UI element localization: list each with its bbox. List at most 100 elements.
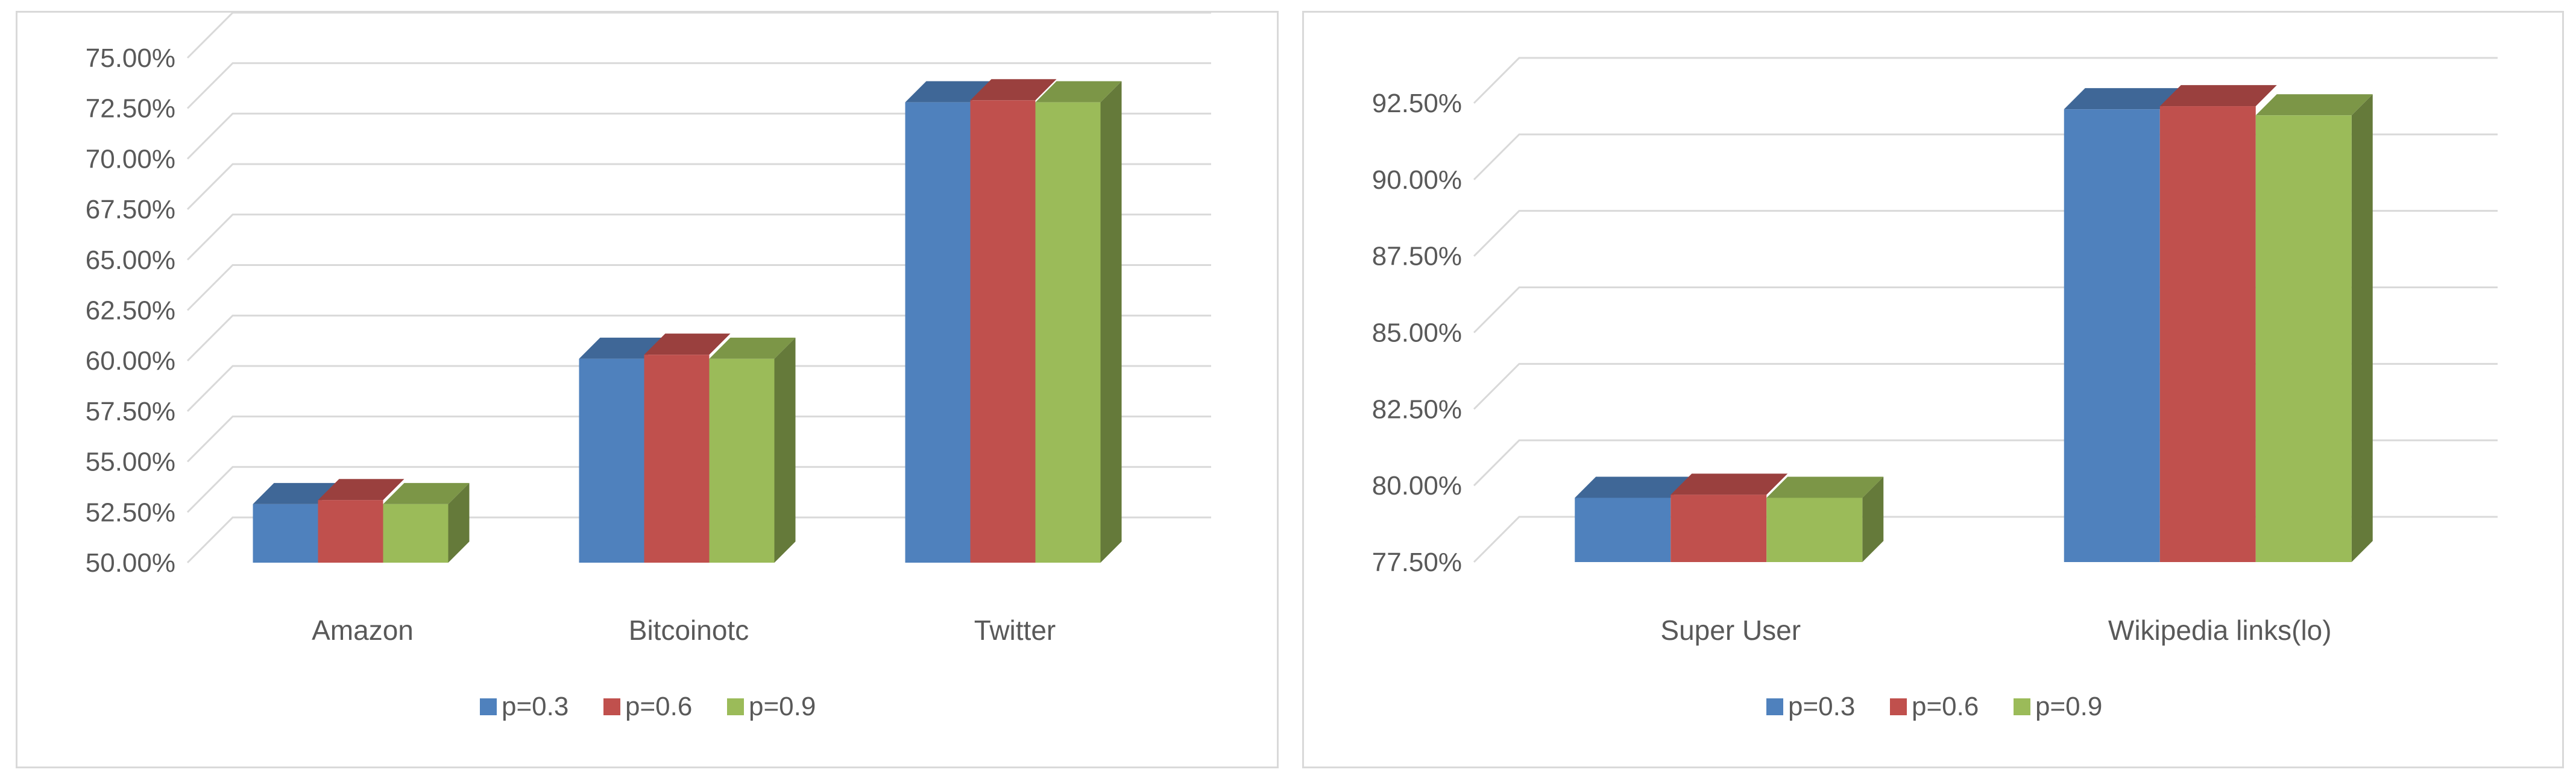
gridline (186, 365, 1211, 412)
gridline (186, 466, 1211, 513)
bar-front (1035, 102, 1101, 563)
bar-p=0.3-Bitcoinotc (579, 337, 666, 563)
category-labels: Amazon Bitcoinotc Twitter (312, 615, 1056, 646)
y-tick-label: 70.00% (86, 144, 175, 174)
gridline (186, 416, 1211, 463)
chart-panel-left: 50.00% 52.50% 55.00% 57.50% 60.00% 62.50% 65.0… (16, 11, 1279, 768)
bar-front (579, 358, 644, 563)
y-tick-label: 57.50% (86, 397, 175, 426)
bar-p=0.6-Amazon (318, 479, 405, 563)
bars (1575, 85, 2373, 562)
gridline (1473, 57, 2498, 104)
bars (253, 79, 1122, 563)
y-tick-label: 60.00% (86, 346, 175, 376)
category-label: Super User (1660, 615, 1801, 646)
bar-p=0.3-Wikipedia links(lo) (2064, 88, 2181, 562)
legend-label: p=0.6 (1912, 692, 1979, 721)
legend-swatch (603, 698, 620, 715)
legend-swatch (1766, 698, 1783, 715)
y-tick-label: 67.50% (86, 195, 175, 224)
legend-swatch (2014, 698, 2030, 715)
legend-label: p=0.9 (2035, 692, 2102, 721)
gridline (186, 314, 1211, 362)
y-tick-labels: 77.50% 80.00% 82.50% 85.00% 87.50% 90.00% 92.5… (1372, 89, 1462, 577)
category-labels: Super User Wikipedia links(lo) (1660, 615, 2331, 646)
bar-p=0.6-Twitter (970, 79, 1057, 563)
legend: p=0.3 p=0.6 p=0.9 (480, 692, 816, 721)
bar-top (318, 479, 405, 501)
y-tick-label: 50.00% (86, 548, 175, 578)
bar-front (2159, 106, 2256, 562)
bar-p=0.3-Amazon (253, 482, 339, 563)
bar-top (2064, 88, 2181, 110)
chart-left-svg: 50.00% 52.50% 55.00% 57.50% 60.00% 62.50% 65.0… (86, 13, 1211, 721)
category-label: Bitcoinotc (629, 615, 749, 646)
chart-panel-right: 77.50% 80.00% 82.50% 85.00% 87.50% 90.00% 92.5… (1302, 11, 2564, 768)
gridlines (186, 13, 1211, 564)
category-label: Amazon (312, 615, 414, 646)
bar-front (1575, 498, 1671, 562)
bar-p=0.9-Twitter (1035, 81, 1122, 563)
y-tick-label: 80.00% (1372, 471, 1462, 501)
bar-front (970, 100, 1036, 563)
y-tick-label: 52.50% (86, 498, 175, 527)
bar-front (318, 500, 383, 563)
bar-top (253, 482, 339, 504)
y-tick-labels: 50.00% 52.50% 55.00% 57.50% 60.00% 62.50% 65.0… (86, 43, 175, 578)
gridline (186, 163, 1211, 210)
bar-front (1766, 498, 1863, 562)
legend-label: p=0.3 (502, 692, 568, 721)
bar-p=0.6-Bitcoinotc (644, 334, 731, 563)
bar-p=0.6-Wikipedia links(lo) (2159, 85, 2277, 562)
gridline (186, 112, 1211, 160)
bar-top (2255, 94, 2373, 116)
chart-right-svg: 77.50% 80.00% 82.50% 85.00% 87.50% 90.00% 92.5… (1372, 57, 2498, 721)
gridline (186, 516, 1211, 564)
y-tick-label: 75.00% (86, 43, 175, 73)
bar-p=0.9-Super User (1766, 476, 1884, 562)
bar-front (709, 358, 775, 563)
bar-top (1766, 476, 1884, 498)
bar-p=0.6-Super User (1671, 473, 1788, 562)
bar-front (905, 102, 971, 563)
y-tick-label: 85.00% (1372, 318, 1462, 348)
legend-swatch (480, 698, 497, 715)
bar-top (1575, 476, 1692, 498)
y-tick-label: 62.50% (86, 296, 175, 326)
bar-front (2255, 115, 2352, 562)
gridline (186, 264, 1211, 311)
category-label: Twitter (974, 615, 1056, 646)
legend-label: p=0.9 (749, 692, 816, 721)
bar-top (1035, 81, 1122, 103)
y-tick-label: 77.50% (1372, 548, 1462, 577)
bar-front (644, 355, 710, 563)
bar-front (1671, 495, 1767, 562)
y-tick-label: 87.50% (1372, 242, 1462, 271)
legend-swatch (727, 698, 744, 715)
y-tick-label: 55.00% (86, 447, 175, 477)
legend: p=0.3 p=0.6 p=0.9 (1766, 692, 2102, 721)
y-tick-label: 82.50% (1372, 394, 1462, 424)
gridline (186, 13, 1211, 59)
gridline (186, 62, 1211, 109)
legend-label: p=0.6 (625, 692, 692, 721)
bar-top (579, 337, 666, 359)
y-tick-label: 65.00% (86, 245, 175, 275)
bar-p=0.9-Wikipedia links(lo) (2255, 94, 2373, 562)
bar-side (2351, 94, 2373, 562)
bar-top (383, 482, 470, 504)
bar-side (774, 337, 796, 563)
bar-p=0.9-Bitcoinotc (709, 337, 796, 563)
bar-side (1862, 476, 1884, 562)
bar-p=0.3-Super User (1575, 476, 1692, 562)
bar-top (2159, 85, 2277, 107)
bar-front (383, 504, 449, 563)
bar-front (253, 504, 318, 563)
bar-top (1671, 473, 1788, 495)
bar-side (1100, 81, 1122, 563)
legend-label: p=0.3 (1788, 692, 1855, 721)
y-tick-label: 90.00% (1372, 165, 1462, 195)
bar-top (905, 81, 992, 103)
gridline (186, 213, 1211, 261)
bar-front (2064, 109, 2160, 562)
